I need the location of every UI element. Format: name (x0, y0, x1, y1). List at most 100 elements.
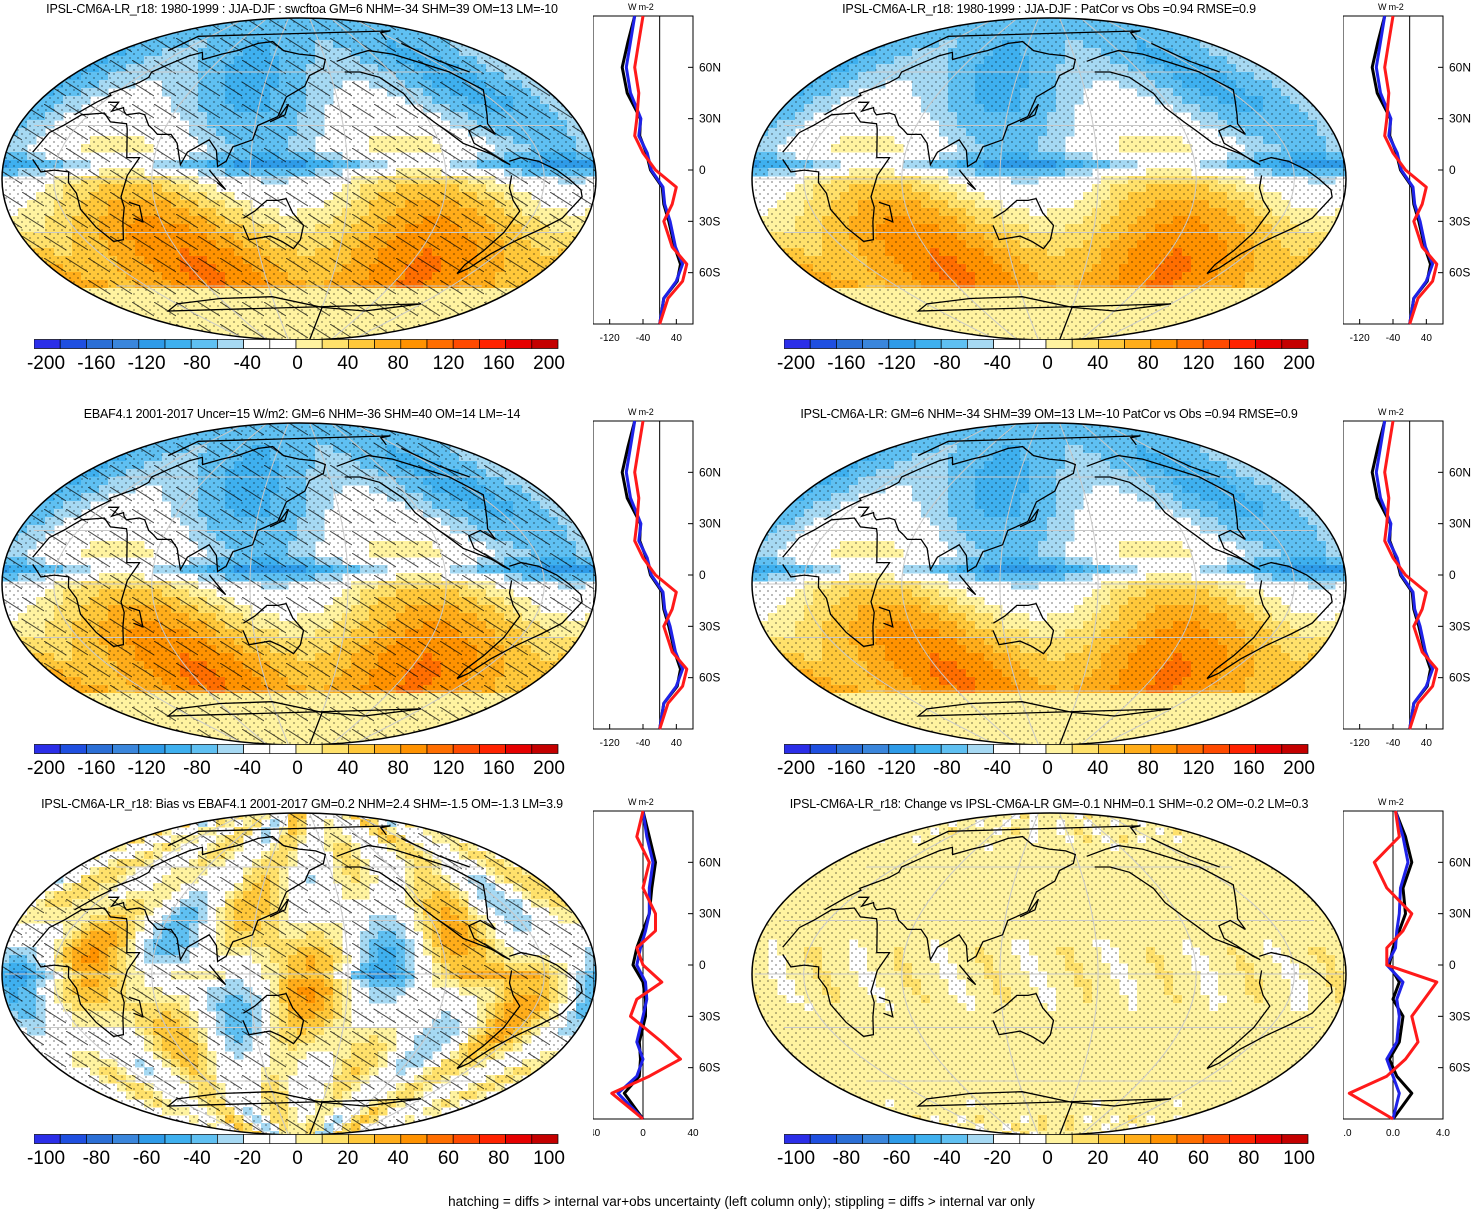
colorbar-swatch (967, 339, 994, 349)
colorbar-swatch (217, 1134, 244, 1144)
panel-title: EBAF4.1 2001-2017 Uncer=15 W/m2: GM=6 NH… (83, 407, 521, 421)
colorbar-swatch (190, 339, 218, 349)
colorbar-swatch (914, 744, 942, 754)
colorbar-swatch (914, 1134, 942, 1144)
colorbar-swatch (967, 1134, 994, 1144)
colorbar-swatch (836, 339, 863, 349)
profile-lat-label: 30N (1449, 907, 1471, 921)
panel-title: IPSL-CM6A-LR: GM=6 NHM=-34 SHM=39 OM=13 … (800, 407, 1298, 421)
colorbar-swatch (505, 1134, 533, 1144)
colorbar-swatch (940, 744, 968, 754)
colorbar-swatch (1124, 744, 1152, 754)
colorbar-swatch (348, 1134, 375, 1144)
colorbar-label: 120 (432, 758, 465, 779)
profile-lat-label: 60S (1449, 266, 1470, 280)
colorbar-label: -120 (877, 758, 916, 779)
colorbar-label: -120 (127, 353, 166, 374)
colorbar-label: 40 (337, 353, 359, 374)
colorbar-swatch (138, 339, 166, 349)
colorbar-swatch (784, 339, 811, 349)
colorbar-swatch (888, 1134, 916, 1144)
colorbar-swatch (1098, 744, 1125, 754)
colorbar-swatch (914, 339, 942, 349)
colorbar-label: 160 (1232, 758, 1265, 779)
profile-x-label: -120 (1350, 738, 1370, 749)
colorbar-swatch (1281, 339, 1309, 349)
panel-title: IPSL-CM6A-LR_r18: 1980-1999 : JJA-DJF : … (46, 2, 558, 16)
colorbar-label: 80 (387, 353, 409, 374)
profile-lat-label: 30S (699, 214, 720, 228)
colorbar-label: 160 (482, 353, 515, 374)
colorbar-swatch (321, 744, 349, 754)
colorbar-swatch (784, 744, 811, 754)
colorbar-swatch (1071, 339, 1099, 349)
profile-lat-label: 30N (699, 112, 721, 126)
colorbar-swatch (862, 339, 890, 349)
colorbar-swatch (348, 339, 375, 349)
graticule (754, 813, 1344, 1135)
map-field (2, 423, 596, 745)
colorbar-label: 200 (1283, 353, 1315, 374)
colorbar-swatch (1176, 1134, 1204, 1144)
colorbar-swatch (993, 1134, 1021, 1144)
colorbar-label: 100 (1283, 1148, 1315, 1169)
colorbar-swatch (531, 1134, 559, 1144)
colorbar-label: -120 (127, 758, 166, 779)
colorbar-label: -80 (82, 1148, 111, 1169)
profile-lat-label: 60N (699, 465, 721, 479)
coastlines (32, 825, 583, 1135)
colorbar-swatch (112, 1134, 140, 1144)
profile-series-line (633, 420, 689, 730)
colorbar-swatch (993, 339, 1021, 349)
profile-lat-label: 0 (699, 568, 706, 582)
colorbar (784, 339, 1309, 349)
colorbar-swatch (86, 1134, 113, 1144)
profile-series-line (616, 810, 655, 1121)
colorbar-swatch (164, 744, 192, 754)
colorbar-swatch (348, 744, 375, 754)
colorbar-swatch (1281, 1134, 1309, 1144)
colorbar-label: 40 (1087, 353, 1109, 374)
zonal-mean-profile: 60N 30N 0 30S 60S -120 -40 40 (1343, 15, 1471, 344)
colorbar-label: -40 (183, 1148, 211, 1169)
colorbar-swatch (374, 339, 402, 349)
profile-series-line (624, 420, 685, 730)
colorbar-swatch (1045, 339, 1073, 349)
coastlines (32, 435, 583, 745)
colorbar-swatch (1098, 339, 1125, 349)
colorbar-swatch (1019, 1134, 1047, 1144)
colorbar-swatch (993, 744, 1021, 754)
profile-lat-label: 30N (1449, 517, 1471, 531)
colorbar-swatch (374, 744, 402, 754)
profile-x-label: -40 (1386, 333, 1401, 344)
colorbar-label: -80 (183, 353, 211, 374)
colorbar-swatch (888, 744, 916, 754)
colorbar-swatch (59, 339, 87, 349)
colorbar-swatch (1255, 744, 1283, 754)
colorbar-label: 60 (437, 1148, 459, 1169)
colorbar-label: 40 (1087, 758, 1109, 779)
colorbar-swatch (1202, 339, 1230, 349)
colorbar-swatch (1229, 744, 1256, 754)
profile-x-label: -4.0 (1343, 1128, 1352, 1139)
colorbar-label: 40 (387, 1148, 409, 1169)
colorbar-label: -200 (26, 353, 66, 374)
colorbar-label: -160 (77, 758, 116, 779)
colorbar-swatch (1098, 1134, 1125, 1144)
profile-lat-label: 0 (1449, 958, 1456, 972)
panel-p3: EBAF4.1 2001-2017 Uncer=15 W/m2: GM=6 NH… (0, 405, 735, 800)
profile-x-label: -40 (593, 1128, 601, 1139)
map-plot (751, 17, 1347, 341)
colorbar-swatch (1150, 339, 1178, 349)
colorbar-swatch (59, 744, 87, 754)
colorbar-label: 0 (292, 1148, 303, 1169)
colorbar-label: 40 (1137, 1148, 1159, 1169)
colorbar-label: -160 (827, 758, 866, 779)
colorbar-swatch (1150, 744, 1178, 754)
profile-lat-label: 60N (699, 60, 721, 74)
colorbar-label: 120 (1182, 353, 1215, 374)
panel-title: IPSL-CM6A-LR_r18: Change vs IPSL-CM6A-LR… (789, 797, 1309, 811)
colorbar-label: 20 (1087, 1148, 1109, 1169)
colorbar-swatch (269, 744, 297, 754)
colorbar-swatch (505, 744, 533, 754)
